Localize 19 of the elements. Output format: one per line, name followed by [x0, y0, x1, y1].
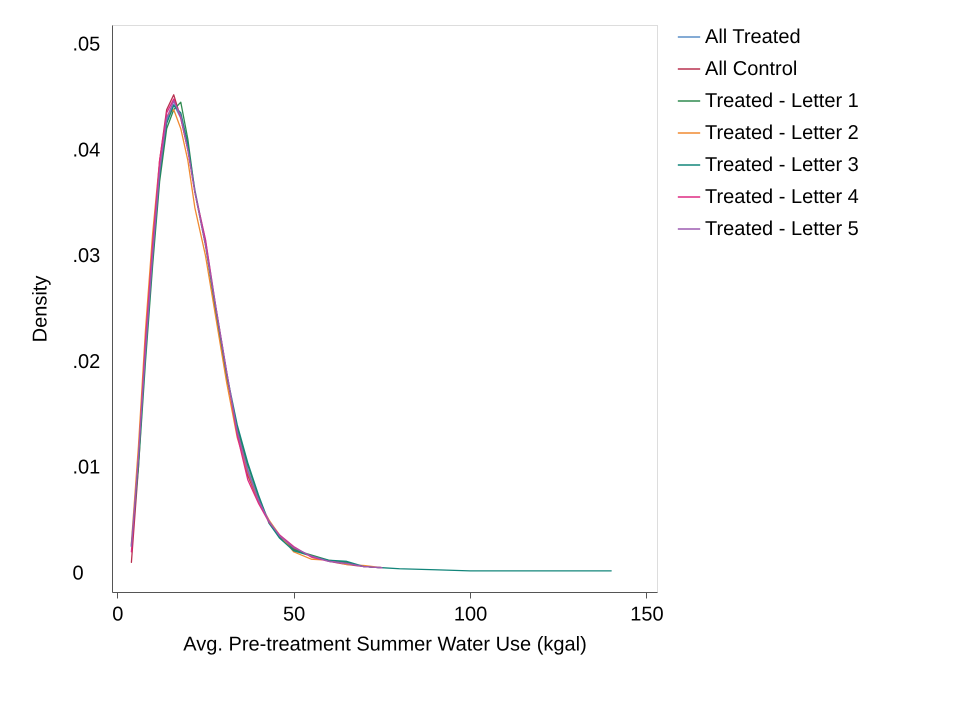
- legend-label: All Treated: [705, 26, 801, 48]
- legend-label: Treated - Letter 5: [705, 218, 859, 240]
- legend-label: Treated - Letter 4: [705, 186, 859, 208]
- legend-label: Treated - Letter 1: [705, 90, 859, 112]
- x-tick-label: 0: [112, 604, 124, 626]
- x-tick-label: 100: [454, 604, 488, 626]
- y-tick-label: .01: [72, 456, 100, 479]
- y-tick-label: .03: [72, 245, 100, 268]
- y-tick-label: .05: [72, 34, 100, 56]
- y-tick-label: 0: [72, 562, 84, 584]
- y-axis-title: Density: [30, 276, 52, 342]
- x-tick-label: 50: [283, 604, 306, 626]
- legend-label: Treated - Letter 2: [705, 122, 859, 144]
- x-axis-title: Avg. Pre-treatment Summer Water Use (kgal): [183, 634, 587, 656]
- legend-label: Treated - Letter 3: [705, 154, 859, 176]
- y-tick-label: .02: [72, 350, 100, 373]
- legend-label: All Control: [705, 58, 798, 80]
- y-tick-label: .04: [72, 139, 100, 162]
- x-tick-label: 150: [630, 604, 664, 626]
